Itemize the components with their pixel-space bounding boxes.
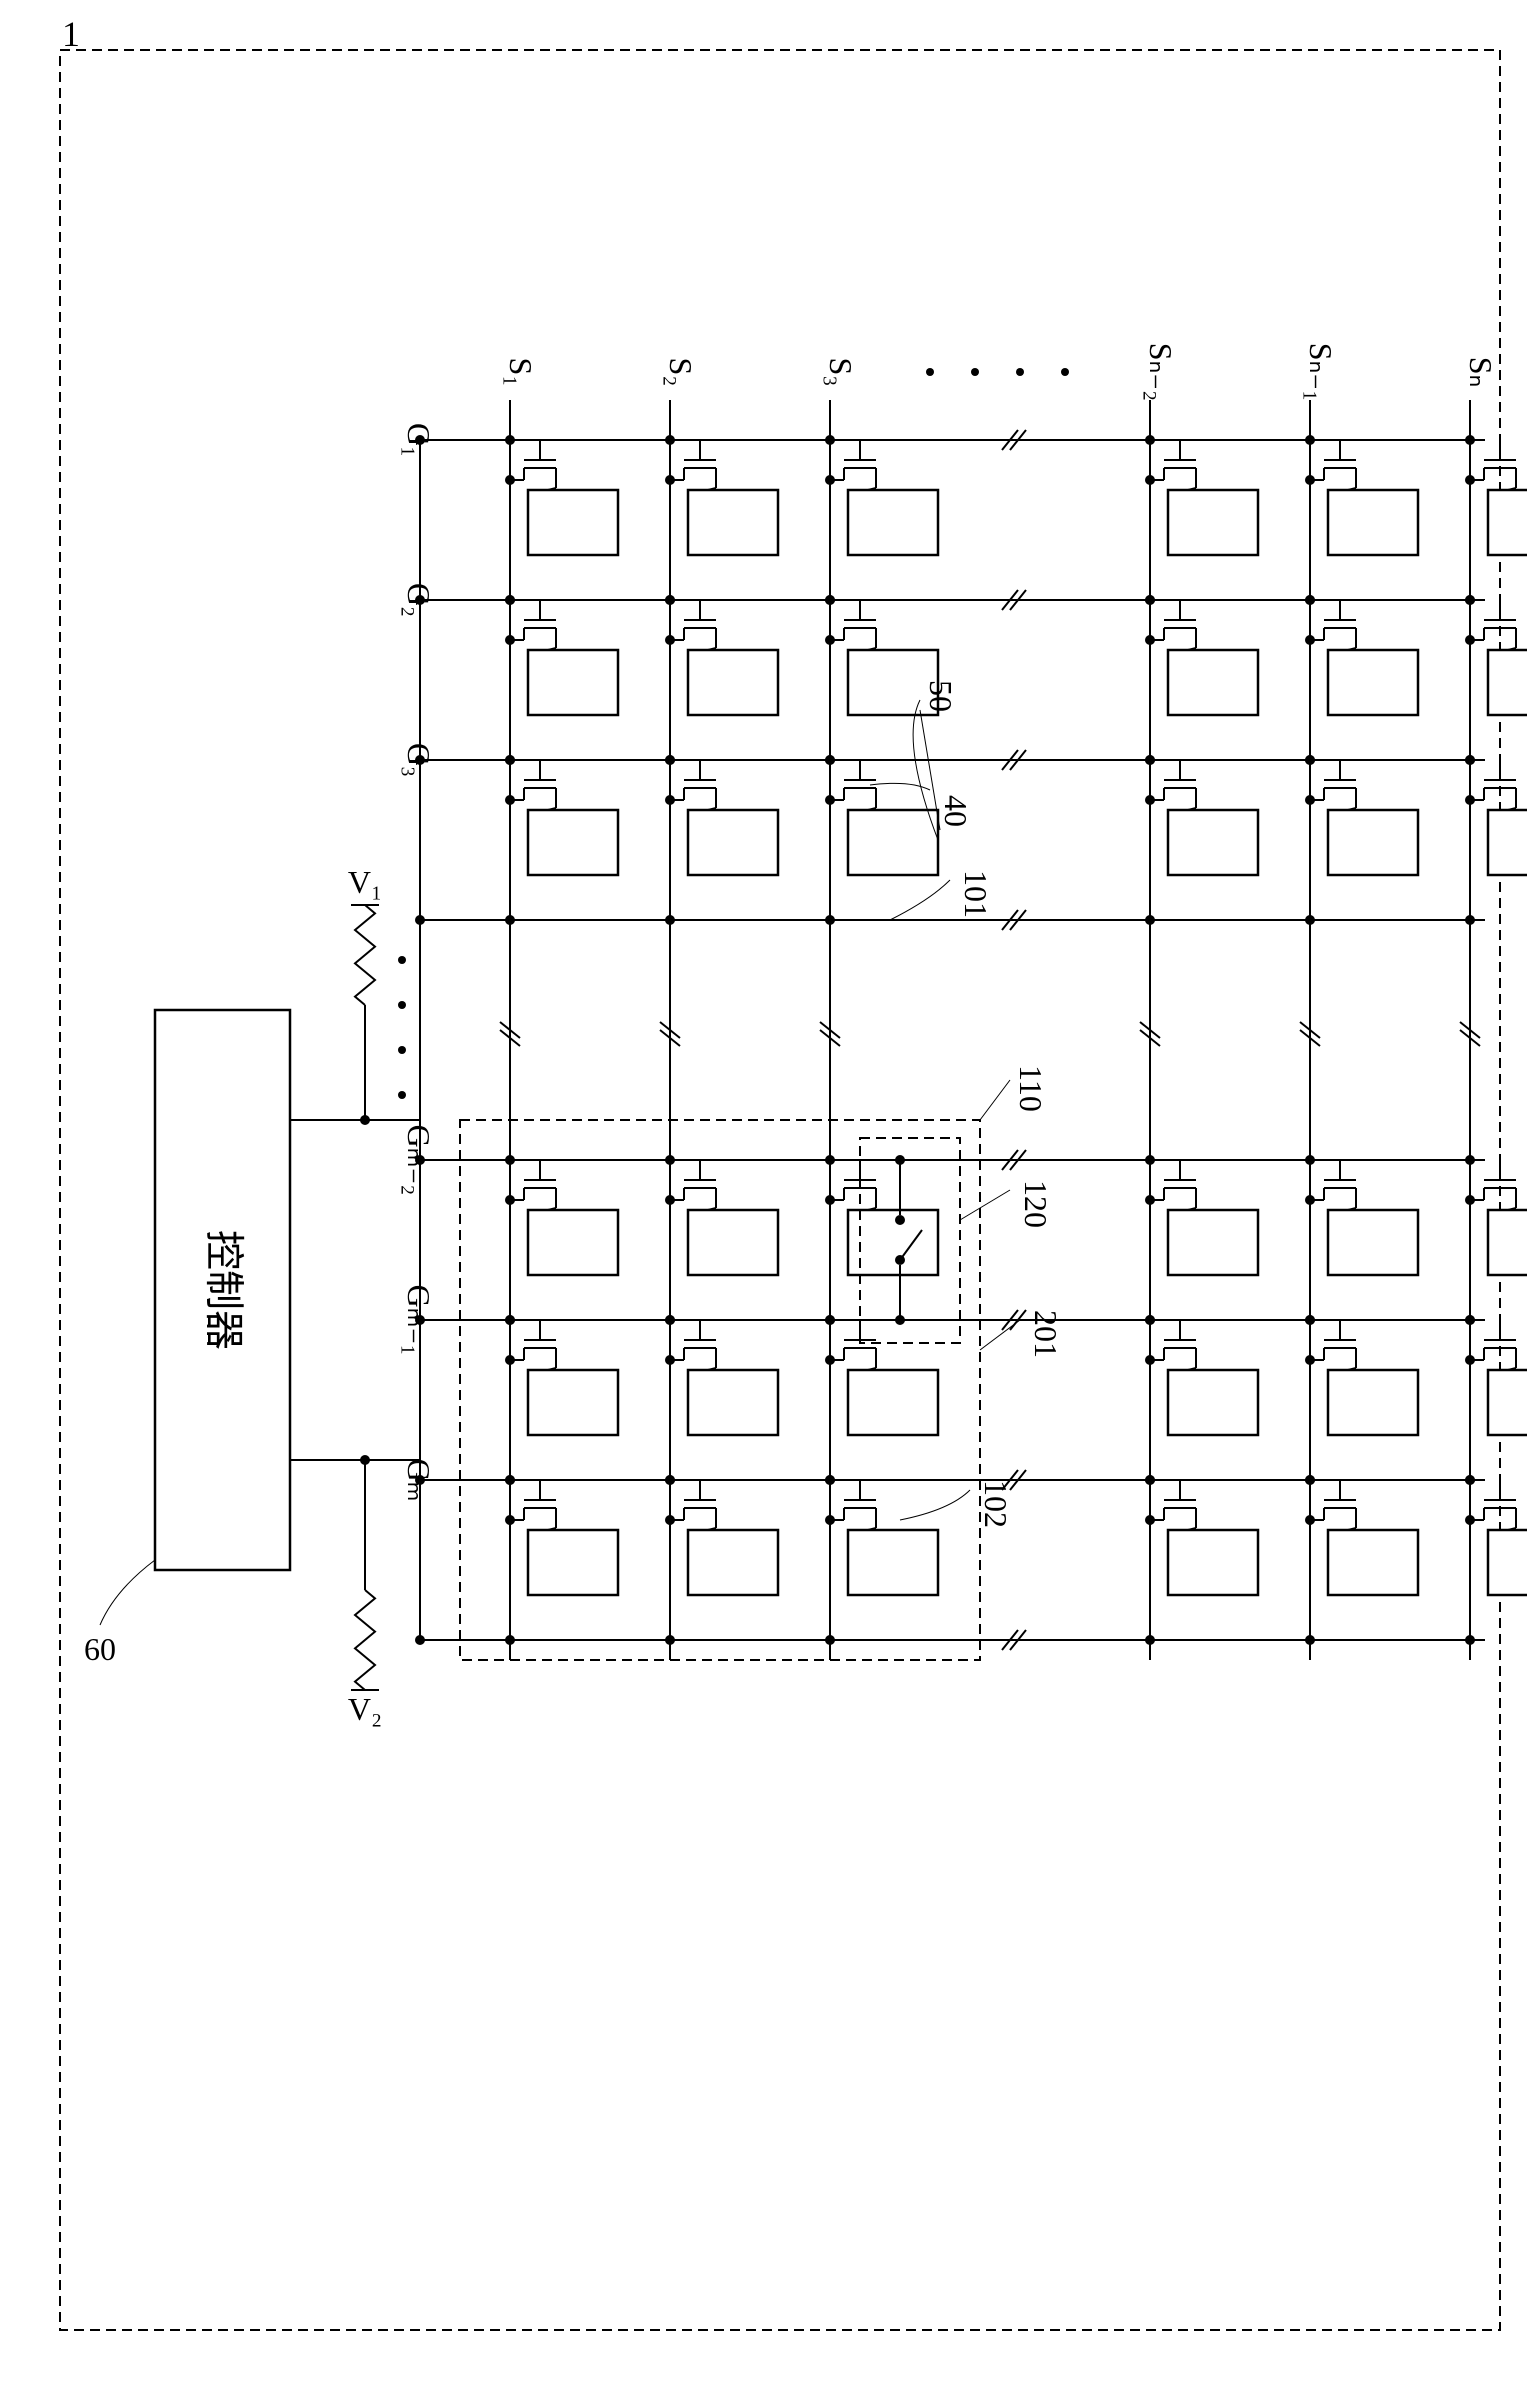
break-marks bbox=[500, 430, 1480, 1650]
controller-label: 控制器 bbox=[202, 1230, 247, 1350]
svg-text:60: 60 bbox=[84, 1631, 116, 1667]
svg-text:Sₙ₋₂: Sₙ₋₂ bbox=[1143, 343, 1179, 402]
svg-text:S₁: S₁ bbox=[503, 358, 539, 387]
svg-text:S₂: S₂ bbox=[663, 358, 699, 387]
svg-text:V₂: V₂ bbox=[348, 1691, 382, 1727]
figure-reference: 1 bbox=[62, 20, 80, 54]
svg-text:Sₙ₋₁: Sₙ₋₁ bbox=[1303, 343, 1339, 402]
ellipsis-dots bbox=[398, 368, 1069, 1099]
source-labels: S₁ S₂ S₃ Sₙ₋₂ Sₙ₋₁ Sₙ bbox=[503, 343, 1499, 402]
svg-text:110: 110 bbox=[1013, 1065, 1049, 1112]
svg-text:102: 102 bbox=[978, 1480, 1014, 1528]
svg-text:120: 120 bbox=[1018, 1180, 1054, 1228]
svg-text:50: 50 bbox=[923, 680, 959, 712]
controller-callout: 60 bbox=[84, 1560, 155, 1667]
svg-text:Sₙ: Sₙ bbox=[1463, 357, 1499, 388]
resistor-v2: V₂ bbox=[348, 1590, 382, 1727]
controller-block: 控制器 bbox=[155, 1010, 290, 1570]
svg-text:201: 201 bbox=[1028, 1310, 1064, 1358]
pixel-cells bbox=[505, 435, 1527, 1645]
svg-text:101: 101 bbox=[958, 870, 994, 918]
resistor-v1: V₁ bbox=[348, 864, 382, 1005]
svg-text:40: 40 bbox=[938, 795, 974, 827]
svg-text:V₁: V₁ bbox=[348, 864, 382, 900]
svg-text:S₃: S₃ bbox=[823, 358, 859, 387]
source-lines bbox=[510, 400, 1470, 1660]
